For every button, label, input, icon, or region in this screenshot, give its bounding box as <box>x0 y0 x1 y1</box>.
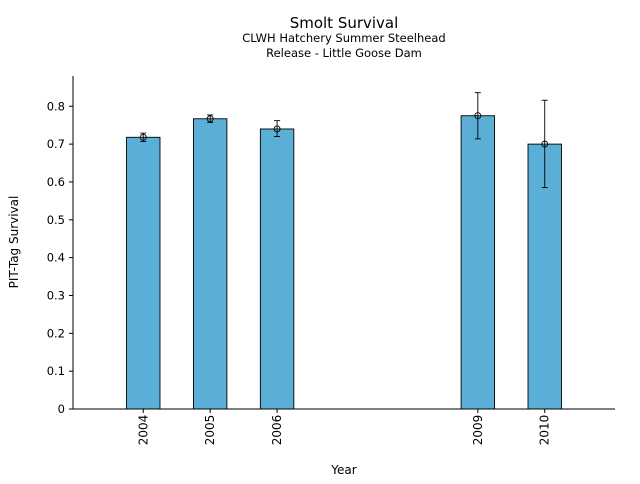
y-tick-label: 0.3 <box>47 288 65 302</box>
point-marker-2004 <box>139 133 147 141</box>
chart-title: Smolt Survival <box>290 14 399 32</box>
x-axis-ticks: 2004 2005 2006 2009 2010 <box>136 409 552 446</box>
y-tick-label: 0.1 <box>47 364 65 378</box>
bar-2005 <box>192 118 228 410</box>
y-tick-label: 0.7 <box>47 137 65 151</box>
x-tick-label: 2010 <box>538 415 552 446</box>
bar-2006 <box>259 128 295 410</box>
y-tick-label: 0 <box>58 402 65 416</box>
y-tick-label: 0.5 <box>47 213 65 227</box>
point-marker-2009 <box>474 112 482 120</box>
x-tick-label: 2004 <box>136 415 150 446</box>
chart-subtitle-line-1: CLWH Hatchery Summer Steelhead <box>242 31 445 45</box>
x-axis-label: Year <box>330 463 356 477</box>
point-marker-2005 <box>206 115 214 123</box>
y-tick-label: 0.6 <box>47 175 65 189</box>
y-tick-label: 0.8 <box>47 99 65 113</box>
y-tick-label: 0.4 <box>47 251 65 265</box>
x-tick-label: 2005 <box>203 415 217 446</box>
error-bars-layer <box>139 92 549 189</box>
y-axis-label: PIT-Tag Survival <box>7 196 21 289</box>
bars-layer <box>126 115 562 410</box>
point-marker-2010 <box>541 140 549 148</box>
bar-2004 <box>126 136 161 410</box>
x-tick-label: 2009 <box>471 415 485 446</box>
x-tick-label: 2006 <box>270 415 284 446</box>
chart-subtitle-line-2: Release - Little Goose Dam <box>266 46 422 60</box>
bar-2009 <box>460 115 496 410</box>
y-tick-label: 0.2 <box>47 326 65 340</box>
y-axis-ticks: 0 0.1 0.2 0.3 0.4 0.5 0.6 0.7 0.8 <box>47 99 73 416</box>
point-marker-2006 <box>273 125 281 133</box>
bar-2010 <box>527 143 562 410</box>
